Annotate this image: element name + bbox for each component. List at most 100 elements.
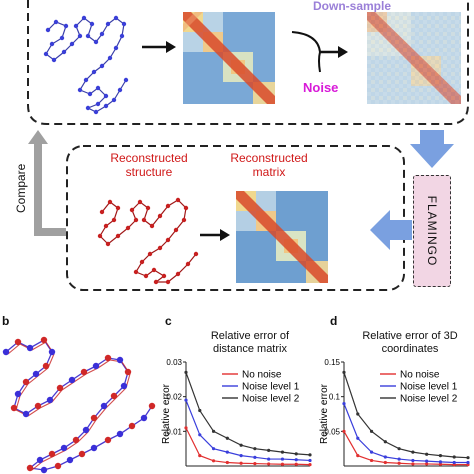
y-tick-label: 0.1 <box>329 393 341 402</box>
structure-bead <box>48 450 56 458</box>
data-point <box>425 459 429 463</box>
y-tick-label: 0.03 <box>166 358 182 367</box>
data-point <box>369 429 374 433</box>
structure-bead <box>140 414 148 422</box>
y-axis-label: Relative error <box>161 383 172 444</box>
downsample-label: Down-sample <box>313 0 392 13</box>
data-point <box>438 460 443 464</box>
structure-bead <box>82 426 90 434</box>
data-point <box>280 462 285 466</box>
legend-label: No noise <box>242 370 282 381</box>
data-point <box>184 426 188 430</box>
structure-bead <box>100 402 108 410</box>
reconstructed-structure-label: Reconstructed structure <box>110 151 188 179</box>
data-point <box>438 454 443 458</box>
data-point <box>342 370 346 374</box>
contact-matrix <box>183 12 275 104</box>
data-point <box>397 461 401 465</box>
data-point <box>184 398 188 402</box>
middle-panel-border <box>66 145 405 291</box>
structure-bead <box>40 466 48 474</box>
data-point <box>425 452 429 456</box>
data-point <box>184 370 188 374</box>
structure-bead <box>14 390 22 398</box>
structure-bead <box>72 436 80 444</box>
panel-letter-c: c <box>165 314 172 328</box>
data-point <box>397 447 401 451</box>
series-line <box>343 403 468 464</box>
structure-bead <box>14 338 22 346</box>
data-point <box>253 455 257 459</box>
structure-bead <box>116 430 124 438</box>
y-axis-label: Relative error <box>319 383 330 444</box>
structure-bead <box>66 456 74 464</box>
data-point <box>425 462 429 466</box>
data-point <box>342 429 346 433</box>
panel-letter-b: b <box>2 314 10 328</box>
data-point <box>239 454 243 458</box>
structure-bead <box>116 356 124 364</box>
data-point <box>239 443 243 447</box>
structure-bead <box>42 362 50 370</box>
structure-bead <box>60 444 68 452</box>
flamingo-box: FLAMINGO <box>413 175 451 287</box>
data-point <box>356 412 360 416</box>
data-point <box>383 460 387 465</box>
data-point <box>369 458 374 463</box>
structure-bead <box>26 344 34 352</box>
data-point <box>198 433 202 437</box>
noise-label: Noise <box>303 80 339 95</box>
data-point <box>267 457 271 461</box>
data-point <box>294 458 298 462</box>
structure-bead <box>148 402 156 410</box>
structure-bead <box>54 462 62 470</box>
chart-d-title: Relative error of 3D coordinates <box>362 330 458 355</box>
structure-bead <box>92 362 100 370</box>
data-point <box>411 462 415 466</box>
noisy-contact-matrix <box>367 12 461 104</box>
series-line <box>185 427 311 466</box>
y-tick-label: 0.02 <box>166 393 182 402</box>
data-point <box>438 462 443 466</box>
y-tick-label: 0.01 <box>166 427 182 436</box>
structure-bead <box>90 414 98 422</box>
structure-bead <box>36 456 44 464</box>
structure-bead <box>56 384 64 392</box>
data-point <box>452 455 456 459</box>
data-point <box>294 452 298 456</box>
data-point <box>198 454 202 458</box>
merge-arrow-icon <box>291 31 348 73</box>
legend-label: Noise level 2 <box>242 394 300 405</box>
data-point <box>253 461 257 466</box>
data-point <box>211 447 216 451</box>
data-point <box>225 460 229 465</box>
right-arrow-icon <box>200 229 230 241</box>
data-point <box>466 456 470 460</box>
y-tick-label: 0.05 <box>324 427 340 436</box>
overlay-structure <box>2 336 156 474</box>
data-point <box>280 450 285 454</box>
structure-bead <box>128 422 136 430</box>
structure-bead <box>40 336 48 344</box>
data-point <box>383 455 387 459</box>
structure-bead <box>34 402 42 410</box>
data-point <box>466 460 470 465</box>
series-line <box>343 431 468 466</box>
data-point <box>369 450 374 454</box>
reconstructed-matrix <box>236 191 328 283</box>
panel-letter-d: d <box>330 314 338 328</box>
data-point <box>225 450 229 454</box>
down-arrow-icon <box>410 130 454 168</box>
structure-bead <box>46 396 54 404</box>
structure-bead <box>22 378 30 386</box>
structure-bead <box>124 368 132 376</box>
data-point <box>397 457 401 461</box>
original-structure <box>43 15 129 115</box>
structure-bead <box>78 450 86 458</box>
structure-bead <box>104 354 112 362</box>
structure-bead <box>32 370 40 378</box>
structure-bead <box>110 392 118 400</box>
